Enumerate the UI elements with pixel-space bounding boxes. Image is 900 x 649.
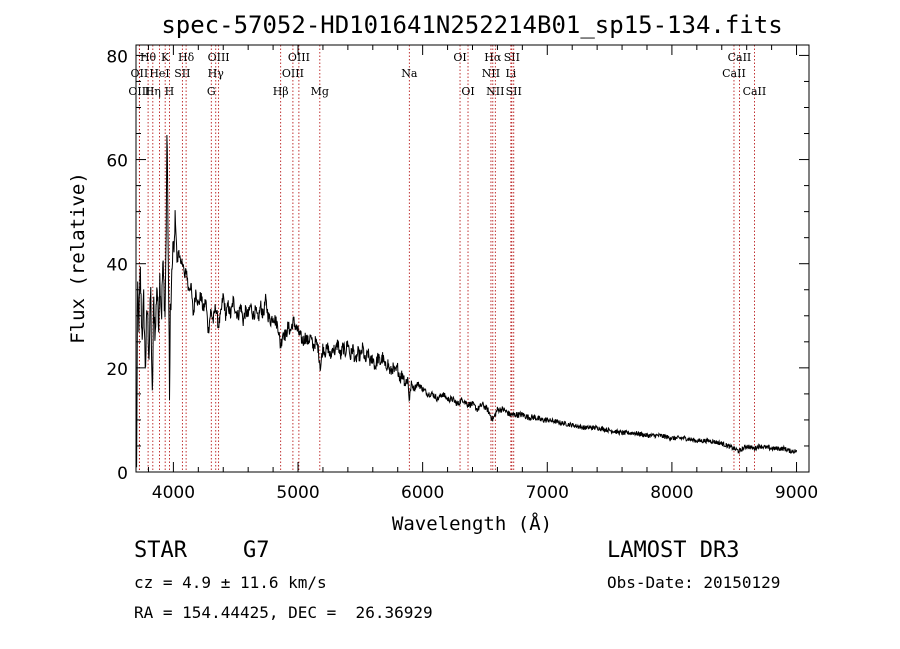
x-tick-label: 4000 [152,483,195,503]
spectral-line-label: K [161,51,170,64]
x-tick-label: 9000 [775,483,818,503]
x-axis-label: Wavelength (Å) [392,512,552,535]
object-subclass: G7 [243,538,270,563]
spectrum-series-line [136,134,797,468]
spectral-line-label: Mg [311,85,329,98]
spectral-line-label: Na [401,67,418,80]
survey-name: LAMOST DR3 [607,538,740,563]
x-tick-label: 8000 [650,483,693,503]
spectral-line-label: Hα [484,51,502,64]
spectral-line-label: G [207,85,216,98]
spectral-line-label: HeI [149,67,169,80]
x-tick-label: 5000 [276,483,319,503]
plot-frame [135,44,810,473]
y-tick-label: 20 [106,360,128,380]
spectral-line-label: Hβ [273,85,289,98]
chart-title: spec-57052-HD101641N252214B01_sp15-134.f… [161,11,782,39]
spectral-line-label: SII [504,51,520,64]
spectral-line-label: NII [482,67,500,80]
spectral-line-label: SII [506,85,522,98]
spectral-line-label: Hθ [140,51,157,64]
axis-ticks: 4000 5000 6000 7000 8000 9000 0 20 40 60 80 [106,45,818,503]
spectral-line-label: OIII [288,51,310,64]
spectral-line-label: OI [461,85,474,98]
spectral-line-label: CaII [722,67,746,80]
x-tick-label: 7000 [526,483,569,503]
y-tick-label: 40 [106,256,128,276]
spectral-line-label: CaII [728,51,752,64]
spectral-line-label: OIII [128,85,150,98]
spectral-line-label: Li [505,67,516,80]
spectral-line-label: CaII [743,85,767,98]
y-tick-label: 80 [106,47,128,67]
spectral-line-label: OI [453,51,466,64]
object-class: STAR [134,538,187,563]
spectral-line-label: NII [486,85,504,98]
redshift-cz: cz = 4.9 ± 11.6 km/s [134,573,327,592]
y-tick-label: 60 [106,152,128,172]
spectral-line-label: H [165,85,175,98]
spectral-line-label: OIII [282,67,304,80]
spectral-line-label: Hγ [208,67,225,80]
spectral-line-label: Hδ [178,51,195,64]
ra-dec-coordinates: RA = 154.44425, DEC = 26.36929 [134,603,433,622]
y-axis-label: Flux (relative) [67,172,89,344]
y-tick-label: 0 [117,464,128,484]
spectral-line-label: Hη [145,85,161,98]
spectral-line-label: OIII [208,51,230,64]
spectral-line-label: SII [174,67,190,80]
observation-date: Obs-Date: 20150129 [607,573,781,592]
x-tick-label: 6000 [401,483,444,503]
